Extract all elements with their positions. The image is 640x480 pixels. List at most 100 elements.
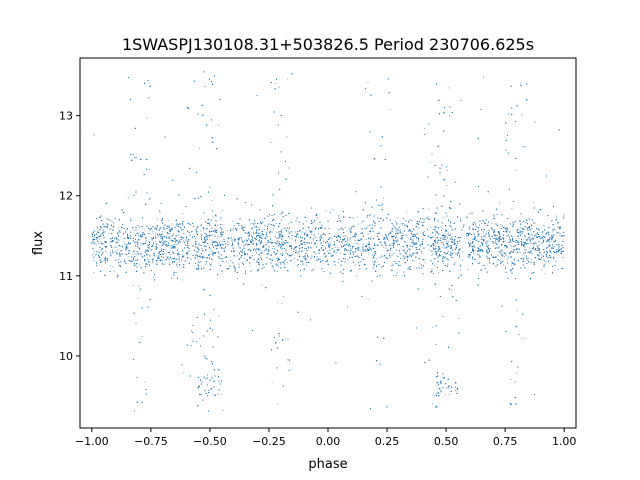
data-point	[176, 244, 178, 245]
data-point	[308, 227, 310, 229]
data-point	[144, 249, 146, 251]
data-point	[502, 264, 504, 266]
data-point	[529, 247, 531, 249]
data-point	[171, 258, 173, 260]
data-point	[546, 247, 548, 249]
data-point	[112, 266, 114, 268]
data-point	[530, 238, 532, 240]
data-point	[454, 262, 456, 264]
data-point	[497, 246, 499, 248]
data-point	[339, 271, 340, 273]
data-point	[258, 227, 260, 229]
data-point	[245, 259, 247, 261]
data-point	[118, 259, 120, 260]
data-point	[349, 238, 351, 239]
data-point	[547, 246, 549, 248]
data-point	[422, 217, 424, 219]
data-point	[218, 124, 220, 126]
data-point	[135, 245, 136, 247]
data-point	[345, 227, 346, 228]
data-point	[281, 240, 283, 242]
data-point	[173, 252, 175, 253]
data-point	[372, 257, 374, 259]
data-point	[106, 218, 108, 220]
data-point	[330, 244, 331, 246]
data-point	[314, 252, 316, 253]
data-point	[251, 240, 252, 242]
data-point	[93, 236, 95, 238]
data-point	[307, 246, 309, 247]
data-point	[127, 197, 129, 198]
data-point	[459, 264, 461, 266]
data-point	[399, 229, 401, 230]
data-point	[462, 251, 464, 253]
data-point	[141, 336, 143, 337]
data-point	[276, 258, 277, 259]
data-point	[169, 237, 171, 239]
data-point	[134, 253, 135, 255]
data-point	[279, 237, 281, 238]
data-point	[93, 251, 95, 253]
data-point	[260, 232, 262, 234]
data-point	[353, 255, 355, 257]
data-point	[438, 272, 439, 274]
data-point	[534, 250, 536, 252]
data-point	[161, 241, 162, 243]
data-point	[310, 233, 312, 235]
data-point	[216, 245, 217, 247]
data-point	[508, 256, 510, 258]
data-point	[340, 253, 342, 255]
data-point	[440, 390, 442, 392]
data-point	[238, 240, 239, 242]
data-point	[541, 269, 543, 271]
data-point	[454, 389, 456, 391]
data-point	[343, 236, 344, 238]
data-point	[493, 230, 494, 232]
data-point	[353, 242, 355, 244]
data-point	[432, 253, 433, 255]
data-point	[367, 298, 369, 300]
data-point	[397, 217, 399, 219]
data-point	[250, 223, 252, 225]
data-point	[127, 256, 129, 257]
data-point	[448, 254, 450, 256]
data-point	[358, 223, 359, 225]
data-point	[233, 225, 235, 226]
data-point	[396, 241, 397, 243]
data-point	[506, 246, 508, 248]
data-point	[540, 238, 542, 239]
data-point	[388, 233, 390, 235]
data-point	[552, 236, 554, 237]
data-point	[227, 230, 228, 232]
data-point	[514, 241, 516, 242]
data-point	[283, 296, 284, 297]
data-point	[237, 238, 239, 240]
data-point	[458, 318, 460, 319]
data-point	[331, 255, 333, 257]
data-point	[483, 222, 485, 223]
data-point	[451, 289, 453, 291]
data-point	[202, 381, 204, 383]
data-point	[184, 232, 186, 234]
data-point	[160, 250, 162, 252]
data-point	[297, 234, 299, 236]
data-point	[272, 266, 274, 267]
data-point	[387, 249, 389, 251]
data-point	[117, 227, 119, 229]
data-point	[254, 237, 256, 239]
data-point	[474, 247, 476, 249]
data-point	[428, 216, 430, 218]
data-point	[211, 200, 213, 201]
data-point	[121, 254, 123, 255]
data-point	[101, 253, 103, 255]
data-point	[275, 223, 277, 224]
data-point	[220, 244, 222, 246]
data-point	[299, 247, 301, 249]
data-point	[266, 231, 267, 233]
data-point	[182, 279, 184, 281]
data-point	[217, 236, 219, 238]
data-point	[540, 232, 542, 234]
data-point	[141, 231, 143, 233]
data-point	[110, 245, 112, 247]
data-point	[558, 268, 559, 270]
